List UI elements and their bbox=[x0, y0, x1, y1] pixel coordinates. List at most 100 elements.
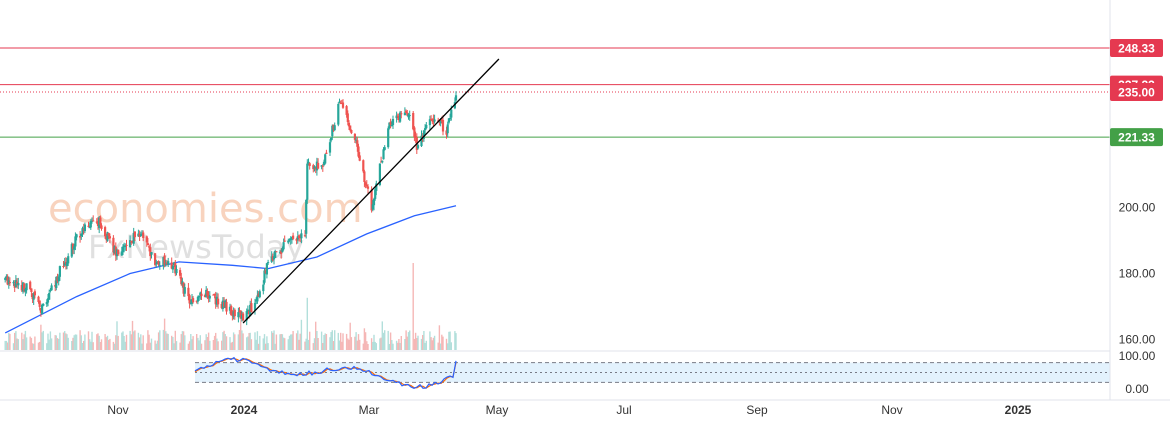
volume-bar bbox=[55, 335, 57, 350]
volume-bar bbox=[417, 335, 419, 350]
volume-bar bbox=[149, 342, 151, 350]
volume-bar bbox=[229, 337, 231, 350]
candle-body bbox=[315, 161, 318, 171]
candle-body bbox=[287, 240, 290, 243]
candle-body bbox=[422, 130, 425, 139]
candle-body bbox=[296, 236, 299, 240]
candle-body bbox=[331, 125, 334, 137]
volume-bar bbox=[62, 332, 65, 350]
volume-bars bbox=[4, 263, 457, 350]
candle-body bbox=[57, 276, 60, 282]
volume-bar bbox=[309, 331, 311, 350]
volume-bar bbox=[347, 338, 349, 350]
horizontal-levels[interactable] bbox=[0, 47, 1110, 138]
candle-body bbox=[82, 228, 85, 231]
candle-body bbox=[167, 261, 170, 265]
volume-bar bbox=[134, 330, 136, 350]
volume-bar bbox=[6, 342, 9, 350]
volume-bar bbox=[199, 335, 201, 350]
volume-bar bbox=[267, 343, 269, 350]
volume-bar bbox=[324, 333, 326, 350]
time-axis[interactable]: Nov 2024 Mar May Jul Sep Nov 2025 bbox=[107, 403, 1031, 417]
stoch-tick-label: 0.00 bbox=[1125, 382, 1149, 396]
candle-body bbox=[200, 293, 203, 297]
candle-body bbox=[113, 246, 116, 254]
candle-body bbox=[406, 112, 409, 116]
volume-bar bbox=[334, 330, 336, 350]
candle-body bbox=[230, 306, 233, 316]
candle-body bbox=[445, 130, 448, 135]
candle-body bbox=[396, 115, 399, 117]
candle-body bbox=[322, 161, 326, 165]
candle-body bbox=[397, 116, 400, 121]
volume-bar bbox=[370, 338, 373, 350]
candle-body bbox=[450, 109, 453, 118]
candle-body bbox=[207, 294, 210, 299]
volume-bar bbox=[40, 324, 42, 350]
volume-bar bbox=[362, 343, 364, 350]
stochastic-axis[interactable]: 100.00 0.00 bbox=[1119, 349, 1156, 396]
candle-body bbox=[140, 233, 144, 235]
level-badge-text: 221.33 bbox=[1118, 131, 1155, 145]
candle-body bbox=[407, 114, 410, 118]
candle-body bbox=[454, 95, 458, 101]
volume-bar bbox=[432, 337, 435, 350]
trendline-line bbox=[242, 58, 500, 324]
volume-bar bbox=[242, 333, 244, 350]
candle-body bbox=[257, 293, 260, 297]
candle-body bbox=[165, 262, 169, 265]
candle-body bbox=[358, 155, 361, 161]
volume-bar bbox=[292, 331, 294, 350]
volume-bar bbox=[179, 342, 181, 350]
candle-body bbox=[280, 250, 283, 254]
candle-body bbox=[345, 106, 348, 115]
candle-body bbox=[189, 303, 192, 305]
volume-bar bbox=[437, 342, 439, 350]
candle-body bbox=[157, 261, 160, 265]
candle-body bbox=[416, 145, 420, 149]
candle-body bbox=[449, 118, 452, 119]
candle-body bbox=[223, 301, 226, 307]
volume-bar bbox=[448, 331, 450, 350]
volume-bar bbox=[209, 340, 211, 350]
candle-body bbox=[12, 282, 15, 284]
volume-bar bbox=[54, 335, 56, 350]
volume-bar bbox=[24, 330, 27, 350]
volume-bar bbox=[255, 339, 257, 350]
candle-body bbox=[308, 163, 311, 166]
candle-body bbox=[174, 263, 177, 274]
candle-body bbox=[138, 233, 141, 237]
volume-bar bbox=[67, 337, 69, 350]
volume-bar bbox=[420, 338, 423, 350]
volume-bar bbox=[409, 330, 411, 350]
candle-body bbox=[307, 161, 310, 164]
candle-body bbox=[390, 125, 393, 126]
volume-bar bbox=[275, 334, 278, 350]
candle-body bbox=[432, 118, 435, 122]
volume-bar bbox=[121, 332, 123, 350]
volume-bar bbox=[449, 331, 451, 350]
stoch-d-line bbox=[194, 357, 457, 389]
trendline[interactable] bbox=[242, 58, 500, 324]
volume-bar bbox=[287, 339, 289, 350]
volume-bar bbox=[438, 325, 441, 350]
volume-bar bbox=[238, 330, 241, 350]
volume-bar bbox=[274, 343, 276, 350]
candle-body bbox=[217, 298, 220, 305]
candle-body bbox=[123, 245, 126, 248]
volume-bar bbox=[412, 263, 414, 350]
candle-body bbox=[267, 262, 270, 264]
volume-bar bbox=[180, 334, 182, 350]
volume-bar bbox=[380, 337, 382, 350]
volume-bar bbox=[247, 336, 249, 350]
volume-bar bbox=[297, 330, 299, 350]
stochastic-oscillator bbox=[194, 356, 1110, 389]
candle-body bbox=[205, 289, 208, 297]
volume-bar bbox=[256, 331, 259, 350]
candle-body bbox=[328, 142, 332, 153]
candle-body bbox=[67, 256, 70, 264]
volume-bar bbox=[356, 340, 358, 350]
candle-body bbox=[330, 138, 333, 141]
price-axis[interactable]: 200.00 180.00 160.00 bbox=[1119, 201, 1156, 347]
